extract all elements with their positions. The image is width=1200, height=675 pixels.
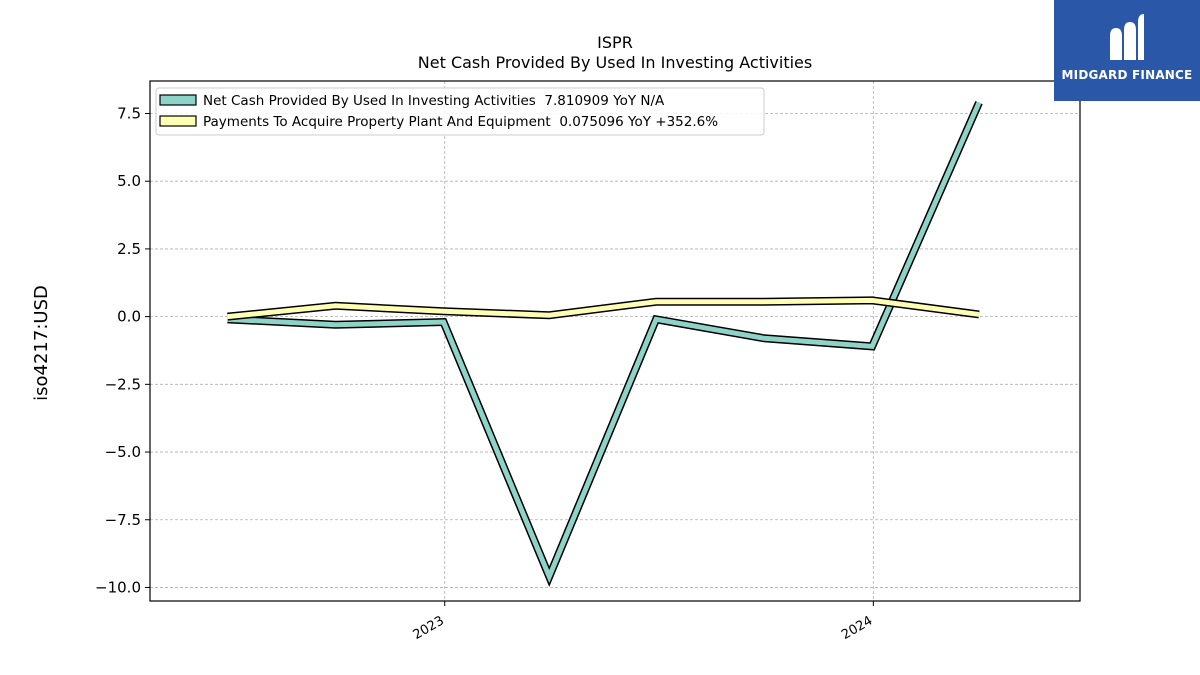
y-tick-label: −2.5 — [105, 375, 141, 393]
y-tick-label: −7.5 — [105, 511, 141, 529]
x-tick-label: 2024 — [839, 613, 875, 643]
chart-title: ISPR — [597, 33, 633, 52]
legend-label-capex: Payments To Acquire Property Plant And E… — [203, 114, 718, 130]
series-line-0 — [227, 101, 982, 584]
chart-subtitle: Net Cash Provided By Used In Investing A… — [418, 53, 812, 72]
legend: Net Cash Provided By Used In Investing A… — [155, 87, 765, 136]
y-axis-label: iso4217:USD — [31, 285, 52, 401]
grid — [150, 81, 1080, 601]
logo-text: MIDGARD FINANCE — [1061, 68, 1193, 82]
legend-label-net-cash: Net Cash Provided By Used In Investing A… — [203, 93, 665, 109]
y-tick-label: 5.0 — [117, 172, 141, 190]
legend-box — [155, 87, 765, 136]
series-line-1 — [227, 297, 980, 320]
y-tick-label: 0.0 — [117, 308, 141, 326]
y-tick-label: −5.0 — [105, 443, 141, 461]
midgard-logo-icon — [1110, 14, 1144, 60]
y-tick-label: 2.5 — [117, 240, 141, 258]
midgard-finance-logo: MIDGARD FINANCE — [1054, 0, 1200, 101]
legend-swatch-capex — [159, 115, 197, 127]
x-axis-ticks: 2023 2024 — [411, 601, 875, 643]
series-outline-0 — [227, 101, 983, 588]
y-tick-label: −10.0 — [95, 578, 141, 596]
y-axis-ticks: 7.5 5.0 2.5 0.0 −2.5 −5.0 −7.5 −10.0 — [95, 105, 150, 596]
legend-swatch-net-cash — [159, 94, 197, 106]
y-tick-label: 7.5 — [117, 105, 141, 123]
series-lines — [227, 101, 983, 588]
x-tick-label: 2023 — [411, 613, 447, 643]
plot-area-frame — [149, 80, 1081, 602]
